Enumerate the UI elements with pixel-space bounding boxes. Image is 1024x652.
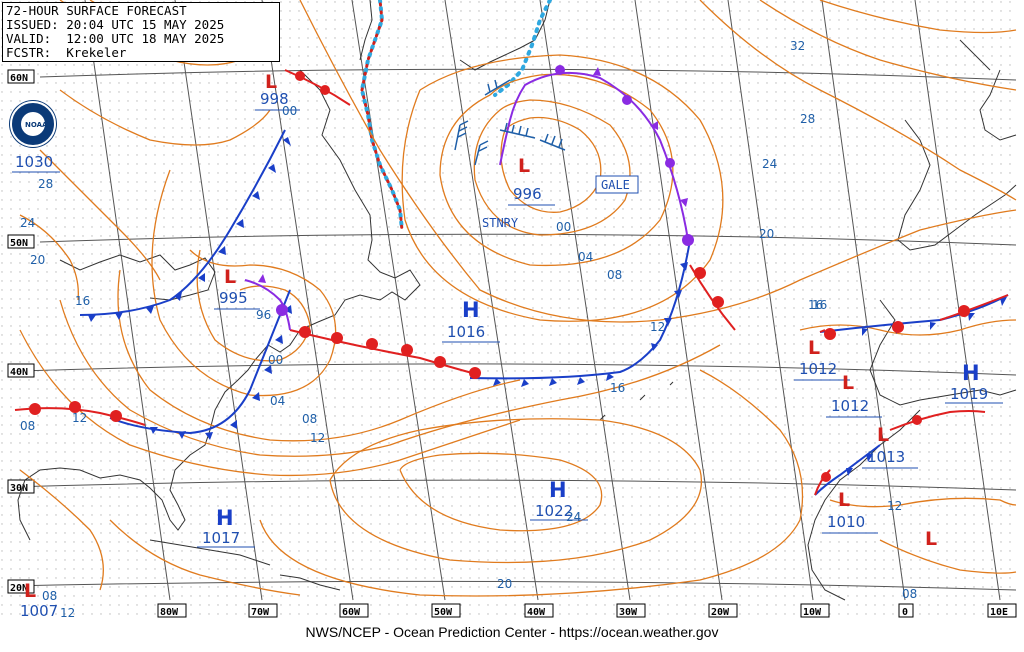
lat-label: 20N [10,583,28,594]
isobar-label: 16 [75,294,90,308]
stationary-front-label: STNRY [482,216,519,230]
isobar-label: 32 [790,39,805,53]
lat-label: 40N [10,367,28,378]
isobar-label: 20 [759,227,774,241]
isobar-label: 96 [256,308,271,322]
high-pressure: 1017 [202,529,240,547]
isobar-label: 12 [650,320,665,334]
header-title: 72-HOUR SURFACE FORECAST [6,3,187,18]
occluded-symbols [258,65,694,316]
lon-label: 60W [342,607,361,618]
isobar-label: 08 [20,419,35,433]
header-issued: ISSUED: 20:04 UTC 15 MAY 2025 [6,17,225,32]
isobar-label: 12 [72,411,87,425]
tags: GALE STNRY [482,175,639,230]
lat-label: 50N [10,238,28,249]
high-center: H [549,478,567,502]
high-center: H [462,298,480,322]
wind-barbs [454,79,566,166]
lon-label: 50W [434,607,453,618]
isobar-label: 16 [808,298,823,312]
lon-label: 70W [251,607,270,618]
pressure-systems: H 1016 H 1017 H 1019 H 1022 1030 L 998 L… [12,71,1003,620]
isobar-label: 00 [268,353,283,367]
low-center: L [877,424,889,446]
high-pressure: 1022 [535,502,573,520]
forecast-header: 72-HOUR SURFACE FORECAST ISSUED: 20:04 U… [2,2,280,62]
low-center: L [925,528,937,550]
low-center: L [265,71,277,93]
low-pressure: 995 [219,289,248,307]
lat-lon-grid [9,0,1017,601]
noaa-logo-text: NOAA [25,121,48,129]
low-center: L [24,580,36,602]
high-pressure: 1019 [950,385,988,403]
header-valid: VALID: 12:00 UTC 18 MAY 2025 [6,31,225,46]
high-center: H [216,506,234,530]
low-pressure: 998 [260,90,289,108]
lon-label: 10W [803,607,822,618]
lat-label: 30N [10,483,28,494]
lat-label: 60N [10,73,28,84]
isobar-label: 00 [556,220,571,234]
isobar-label: 24 [762,157,777,171]
longitude-labels: 80W 70W 60W 50W 40W 30W 20W 10W 0 10E [157,603,1017,618]
low-pressure: 1007 [20,602,58,620]
low-center: L [518,155,530,177]
isobar-labels: 32 28 24 20 28 24 20 16 00 04 08 12 16 9… [20,39,917,620]
coastlines [17,0,1017,601]
low-pressure: 1012 [831,397,869,415]
warm-front-bumps [29,71,970,482]
lon-label: 80W [160,607,179,618]
footer-credit: NWS/NCEP - Ocean Prediction Center - htt… [305,624,719,640]
isobar-label: 24 [20,216,35,230]
lon-label: 30W [619,607,638,618]
low-pressure: 1010 [827,513,865,531]
isobar-label: 04 [578,250,593,264]
gale-warning: GALE [601,178,630,192]
isobar-label: 20 [497,577,512,591]
low-pressure: 1012 [799,360,837,378]
isobar-label: 20 [30,253,45,267]
low-center: L [808,337,820,359]
high-center: H [962,361,980,385]
isobar-label: 16 [610,381,625,395]
isobar-label: 12 [887,499,902,513]
isobar-label: 08 [607,268,622,282]
lon-label: 40W [527,607,546,618]
isobar-label: 08 [902,587,917,601]
latitude-labels: 60N 50N 40N 30N 20N [7,69,35,594]
low-pressure: 996 [513,185,542,203]
cold-front-barbs [88,137,1007,476]
lon-label: 20W [711,607,730,618]
lon-label: 0 [902,607,908,618]
isobar-label: 12 [310,431,325,445]
low-center: L [224,266,236,288]
high-pressure: 1016 [447,323,485,341]
isobar-label: 28 [38,177,53,191]
isobar-label: 08 [42,589,57,603]
isobar-label: 16 [812,298,827,312]
isobar-label: 08 [302,412,317,426]
noaa-logo-icon: NOAA [10,101,56,147]
isobars [19,0,1017,597]
isobar-label: 04 [270,394,285,408]
lon-label: 10E [990,607,1008,618]
isobar-label: 28 [800,112,815,126]
isobar-label: 12 [60,606,75,620]
low-center: L [842,372,854,394]
isobar-label: 00 [282,104,297,118]
low-pressure: 1013 [867,448,905,466]
low-center: L [838,489,850,511]
isobar-label: 24 [566,510,581,524]
high-pressure-1030: 1030 [15,153,53,171]
header-forecaster: FCSTR: Krekeler [6,45,127,60]
